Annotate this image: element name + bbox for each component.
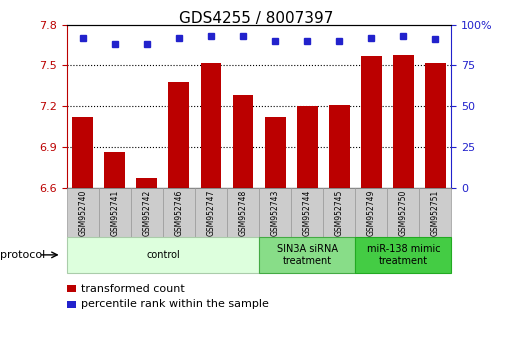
Text: GSM952748: GSM952748 <box>239 189 248 235</box>
Text: GSM952746: GSM952746 <box>174 189 184 236</box>
Text: SIN3A siRNA
treatment: SIN3A siRNA treatment <box>277 244 338 266</box>
Text: percentile rank within the sample: percentile rank within the sample <box>81 299 269 309</box>
Bar <box>329 105 350 188</box>
Text: GSM952745: GSM952745 <box>334 189 344 236</box>
Bar <box>393 55 414 188</box>
Text: GSM952744: GSM952744 <box>303 189 312 236</box>
Text: GSM952750: GSM952750 <box>399 189 408 236</box>
Text: GSM952740: GSM952740 <box>78 189 87 236</box>
Text: GSM952749: GSM952749 <box>367 189 376 236</box>
Text: protocol: protocol <box>0 250 45 260</box>
Bar <box>201 63 222 188</box>
Text: transformed count: transformed count <box>81 284 185 293</box>
Text: GDS4255 / 8007397: GDS4255 / 8007397 <box>180 11 333 25</box>
Bar <box>136 178 157 188</box>
Bar <box>168 82 189 188</box>
Text: GSM952742: GSM952742 <box>142 189 151 235</box>
Bar <box>72 117 93 188</box>
Bar <box>104 152 125 188</box>
Text: GSM952741: GSM952741 <box>110 189 120 235</box>
Bar <box>232 95 253 188</box>
Text: miR-138 mimic
treatment: miR-138 mimic treatment <box>366 244 440 266</box>
Text: control: control <box>146 250 180 260</box>
Bar <box>297 106 318 188</box>
Text: GSM952743: GSM952743 <box>270 189 280 236</box>
Bar <box>361 56 382 188</box>
Text: GSM952751: GSM952751 <box>431 189 440 235</box>
Bar <box>425 63 446 188</box>
Text: GSM952747: GSM952747 <box>206 189 215 236</box>
Bar <box>265 117 286 188</box>
